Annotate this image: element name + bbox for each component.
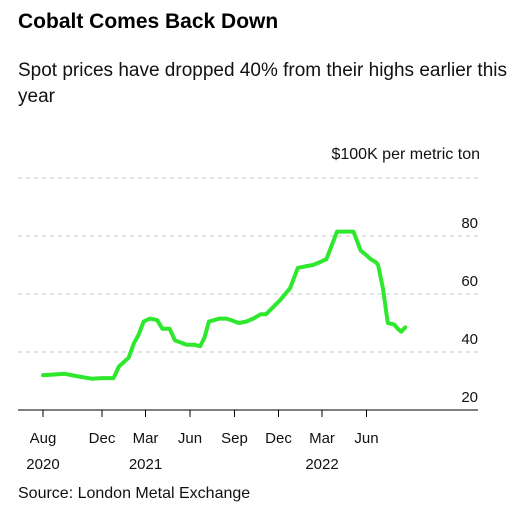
y-tick-label: 80 [461,215,478,232]
y-tick-label: 20 [461,389,478,406]
x-tick-label: Dec [89,430,116,447]
x-tick-label: Sep [221,430,248,447]
x-tick-marks: Aug 2020 Dec Mar 2021 Jun Sep Dec Mar 2022 Jun [26,410,379,473]
x-tick-label: Dec [265,430,292,447]
x-tick-year-label: 2020 [26,456,59,473]
chart-title: Cobalt Comes Back Down [18,10,279,33]
source-note: Source: London Metal Exchange [18,485,251,502]
x-tick-label: Mar [309,430,335,447]
y-tick-label: 40 [461,331,478,348]
series-line [41,229,408,381]
x-tick-label: Jun [178,430,202,447]
x-tick-label: Aug [30,430,57,447]
y-axis-unit-label: $100K per metric ton [331,146,480,163]
gridlines [18,177,478,353]
y-tick-label: 60 [461,273,478,290]
x-tick-year-label: 2022 [305,456,338,473]
chart-subtitle: Spot prices have dropped 40% from their … [18,60,507,107]
x-tick-label: Jun [354,430,378,447]
y-tick-labels: 20 40 60 80 [461,215,478,406]
x-tick-label: Mar [133,430,159,447]
x-tick-year-label: 2021 [129,456,162,473]
